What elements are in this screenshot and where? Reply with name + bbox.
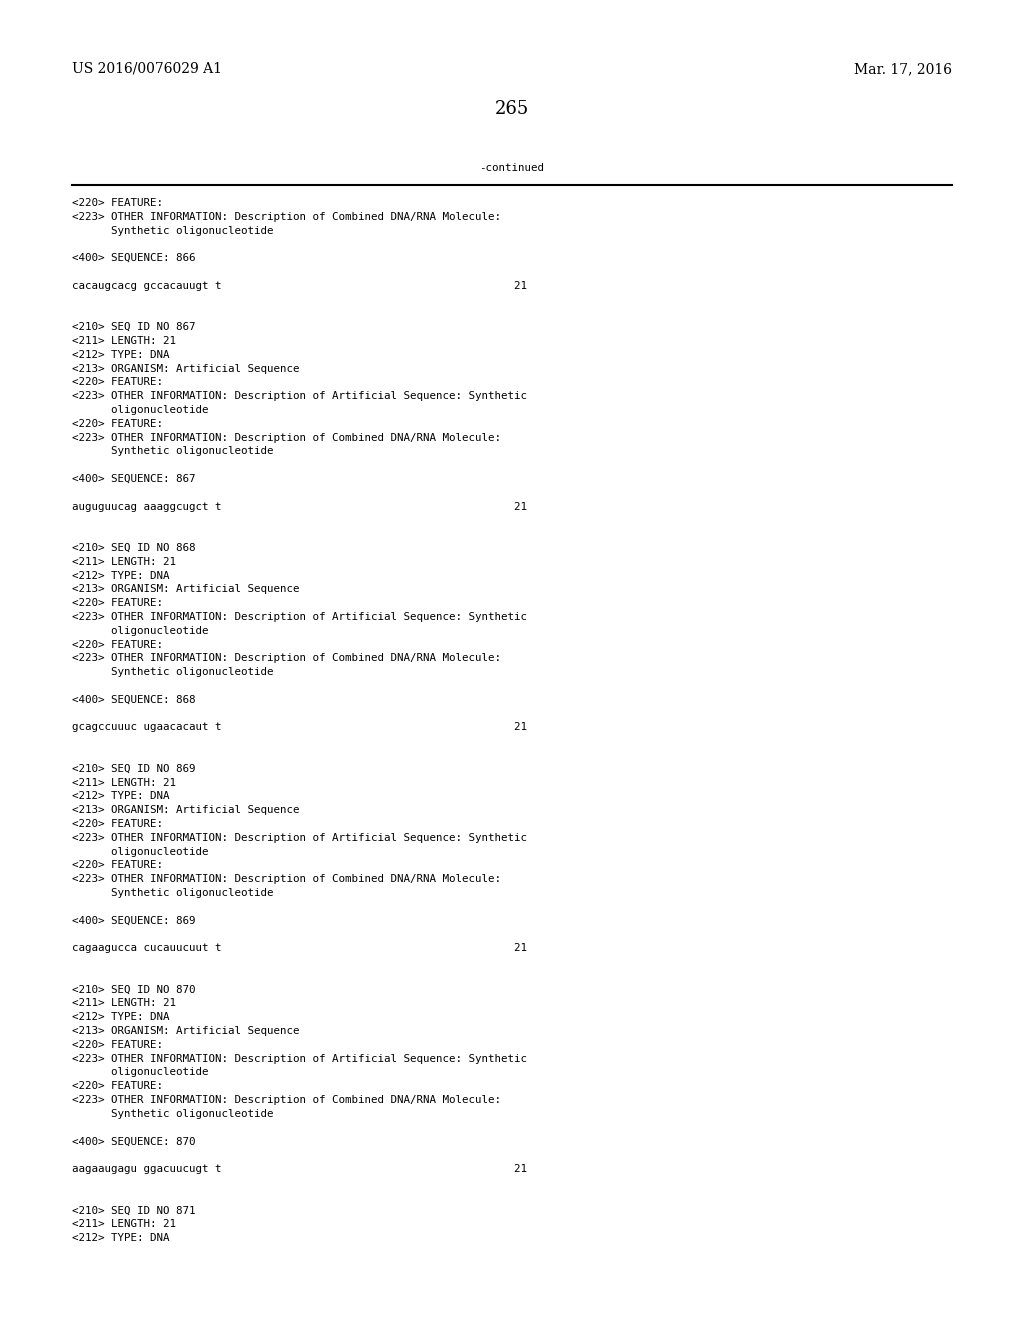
Text: Synthetic oligonucleotide: Synthetic oligonucleotide [72,667,273,677]
Text: Synthetic oligonucleotide: Synthetic oligonucleotide [72,1109,273,1119]
Text: cacaugcacg gccacauugt t                                             21: cacaugcacg gccacauugt t 21 [72,281,527,290]
Text: 265: 265 [495,100,529,117]
Text: <223> OTHER INFORMATION: Description of Combined DNA/RNA Molecule:: <223> OTHER INFORMATION: Description of … [72,1096,501,1105]
Text: <213> ORGANISM: Artificial Sequence: <213> ORGANISM: Artificial Sequence [72,363,299,374]
Text: Synthetic oligonucleotide: Synthetic oligonucleotide [72,888,273,898]
Text: <210> SEQ ID NO 867: <210> SEQ ID NO 867 [72,322,196,333]
Text: <212> TYPE: DNA: <212> TYPE: DNA [72,792,170,801]
Text: <211> LENGTH: 21: <211> LENGTH: 21 [72,337,176,346]
Text: <212> TYPE: DNA: <212> TYPE: DNA [72,350,170,360]
Text: <220> FEATURE:: <220> FEATURE: [72,861,163,870]
Text: <223> OTHER INFORMATION: Description of Artificial Sequence: Synthetic: <223> OTHER INFORMATION: Description of … [72,833,527,842]
Text: US 2016/0076029 A1: US 2016/0076029 A1 [72,62,222,77]
Text: Mar. 17, 2016: Mar. 17, 2016 [854,62,952,77]
Text: oligonucleotide: oligonucleotide [72,846,209,857]
Text: <213> ORGANISM: Artificial Sequence: <213> ORGANISM: Artificial Sequence [72,805,299,816]
Text: oligonucleotide: oligonucleotide [72,626,209,636]
Text: <400> SEQUENCE: 870: <400> SEQUENCE: 870 [72,1137,196,1146]
Text: <400> SEQUENCE: 868: <400> SEQUENCE: 868 [72,694,196,705]
Text: <223> OTHER INFORMATION: Description of Combined DNA/RNA Molecule:: <223> OTHER INFORMATION: Description of … [72,653,501,664]
Text: <220> FEATURE:: <220> FEATURE: [72,378,163,387]
Text: gcagccuuuc ugaacacaut t                                             21: gcagccuuuc ugaacacaut t 21 [72,722,527,733]
Text: <213> ORGANISM: Artificial Sequence: <213> ORGANISM: Artificial Sequence [72,1026,299,1036]
Text: <212> TYPE: DNA: <212> TYPE: DNA [72,1233,170,1243]
Text: <210> SEQ ID NO 869: <210> SEQ ID NO 869 [72,764,196,774]
Text: <223> OTHER INFORMATION: Description of Combined DNA/RNA Molecule:: <223> OTHER INFORMATION: Description of … [72,433,501,442]
Text: <223> OTHER INFORMATION: Description of Artificial Sequence: Synthetic: <223> OTHER INFORMATION: Description of … [72,391,527,401]
Text: <220> FEATURE:: <220> FEATURE: [72,598,163,609]
Text: aagaaugagu ggacuucugt t                                             21: aagaaugagu ggacuucugt t 21 [72,1164,527,1173]
Text: <223> OTHER INFORMATION: Description of Combined DNA/RNA Molecule:: <223> OTHER INFORMATION: Description of … [72,874,501,884]
Text: <220> FEATURE:: <220> FEATURE: [72,1040,163,1049]
Text: <212> TYPE: DNA: <212> TYPE: DNA [72,1012,170,1022]
Text: <211> LENGTH: 21: <211> LENGTH: 21 [72,1220,176,1229]
Text: Synthetic oligonucleotide: Synthetic oligonucleotide [72,226,273,235]
Text: Synthetic oligonucleotide: Synthetic oligonucleotide [72,446,273,457]
Text: <400> SEQUENCE: 869: <400> SEQUENCE: 869 [72,916,196,925]
Text: oligonucleotide: oligonucleotide [72,405,209,414]
Text: <400> SEQUENCE: 866: <400> SEQUENCE: 866 [72,253,196,263]
Text: <211> LENGTH: 21: <211> LENGTH: 21 [72,777,176,788]
Text: <223> OTHER INFORMATION: Description of Artificial Sequence: Synthetic: <223> OTHER INFORMATION: Description of … [72,612,527,622]
Text: <220> FEATURE:: <220> FEATURE: [72,198,163,209]
Text: -continued: -continued [479,162,545,173]
Text: <220> FEATURE:: <220> FEATURE: [72,640,163,649]
Text: <210> SEQ ID NO 868: <210> SEQ ID NO 868 [72,543,196,553]
Text: <220> FEATURE:: <220> FEATURE: [72,1081,163,1092]
Text: cagaagucca cucauucuut t                                             21: cagaagucca cucauucuut t 21 [72,944,527,953]
Text: <210> SEQ ID NO 870: <210> SEQ ID NO 870 [72,985,196,994]
Text: oligonucleotide: oligonucleotide [72,1068,209,1077]
Text: <213> ORGANISM: Artificial Sequence: <213> ORGANISM: Artificial Sequence [72,585,299,594]
Text: <223> OTHER INFORMATION: Description of Artificial Sequence: Synthetic: <223> OTHER INFORMATION: Description of … [72,1053,527,1064]
Text: <400> SEQUENCE: 867: <400> SEQUENCE: 867 [72,474,196,484]
Text: <210> SEQ ID NO 871: <210> SEQ ID NO 871 [72,1205,196,1216]
Text: auguguucag aaaggcugct t                                             21: auguguucag aaaggcugct t 21 [72,502,527,512]
Text: <220> FEATURE:: <220> FEATURE: [72,418,163,429]
Text: <223> OTHER INFORMATION: Description of Combined DNA/RNA Molecule:: <223> OTHER INFORMATION: Description of … [72,211,501,222]
Text: <211> LENGTH: 21: <211> LENGTH: 21 [72,998,176,1008]
Text: <211> LENGTH: 21: <211> LENGTH: 21 [72,557,176,566]
Text: <220> FEATURE:: <220> FEATURE: [72,818,163,829]
Text: <212> TYPE: DNA: <212> TYPE: DNA [72,570,170,581]
